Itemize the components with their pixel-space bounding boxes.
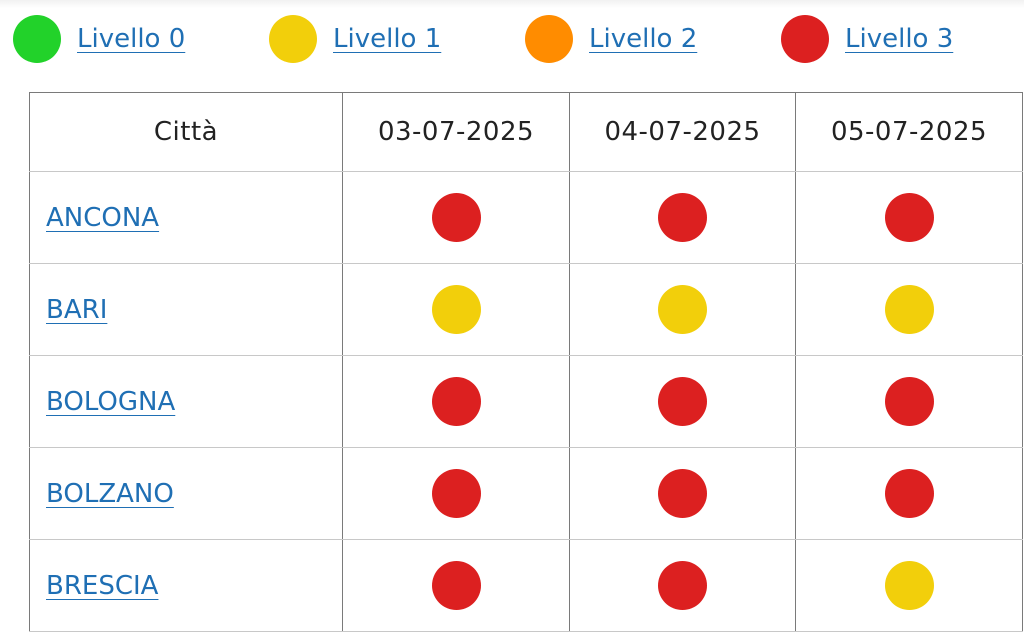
table-header-row: Città 03-07-2025 04-07-2025 05-07-2025 [29,92,1023,172]
level-cell [795,355,1023,448]
column-header-city: Città [29,92,343,172]
city-link[interactable]: BRESCIA [46,570,159,601]
level-circle-icon [658,377,707,426]
table-row: BOLZANO [29,447,1023,540]
level-circle-icon [884,377,934,426]
level-circle-icon [658,469,707,518]
legend-item-level-0: Livello 0 [13,14,185,64]
level-circle-icon [884,193,934,242]
level-cell [342,171,570,264]
red-circle-icon [781,15,829,63]
level-circle-icon [431,377,481,426]
level-circle-icon [431,193,481,242]
table-row: BARI [29,263,1023,356]
level-legend: Livello 0 Livello 1 Livello 2 Livello 3 [0,0,1024,80]
level-cell [569,263,796,356]
city-link[interactable]: BARI [46,294,108,325]
level-cell [342,263,570,356]
legend-item-level-1: Livello 1 [269,14,441,64]
column-header-date-3: 05-07-2025 [795,92,1023,172]
legend-link-level-2[interactable]: Livello 2 [589,24,698,54]
level-circle-icon [884,285,934,334]
city-cell: BOLOGNA [29,355,343,448]
heat-level-table: Città 03-07-2025 04-07-2025 05-07-2025 A… [29,92,1023,632]
city-cell: BOLZANO [29,447,343,540]
table-row: BOLOGNA [29,355,1023,448]
table-row: BRESCIA [29,539,1023,632]
legend-link-level-1[interactable]: Livello 1 [333,24,442,54]
level-circle-icon [431,469,481,518]
level-cell [342,539,570,632]
city-link[interactable]: BOLZANO [46,478,174,509]
level-circle-icon [431,561,481,610]
city-cell: ANCONA [29,171,343,264]
city-cell: BARI [29,263,343,356]
legend-item-level-2: Livello 2 [525,14,697,64]
city-link[interactable]: BOLOGNA [46,386,176,417]
level-cell [795,447,1023,540]
level-cell [569,539,796,632]
table-row: ANCONA [29,171,1023,264]
legend-item-level-3: Livello 3 [781,14,953,64]
level-circle-icon [658,561,707,610]
legend-link-level-0[interactable]: Livello 0 [77,24,186,54]
orange-circle-icon [525,15,573,63]
level-cell [569,171,796,264]
green-circle-icon [13,15,61,63]
level-cell [342,447,570,540]
column-header-date-1: 03-07-2025 [342,92,570,172]
level-circle-icon [658,285,707,334]
level-cell [795,539,1023,632]
top-shadow-bar [0,0,1024,8]
yellow-circle-icon [269,15,317,63]
column-header-date-2: 04-07-2025 [569,92,796,172]
city-link[interactable]: ANCONA [46,202,160,233]
level-cell [795,263,1023,356]
level-circle-icon [431,285,481,334]
city-cell: BRESCIA [29,539,343,632]
level-cell [569,355,796,448]
level-circle-icon [658,193,707,242]
level-circle-icon [884,469,934,518]
level-circle-icon [884,561,934,610]
level-cell [795,171,1023,264]
legend-link-level-3[interactable]: Livello 3 [845,24,954,54]
level-cell [569,447,796,540]
level-cell [342,355,570,448]
